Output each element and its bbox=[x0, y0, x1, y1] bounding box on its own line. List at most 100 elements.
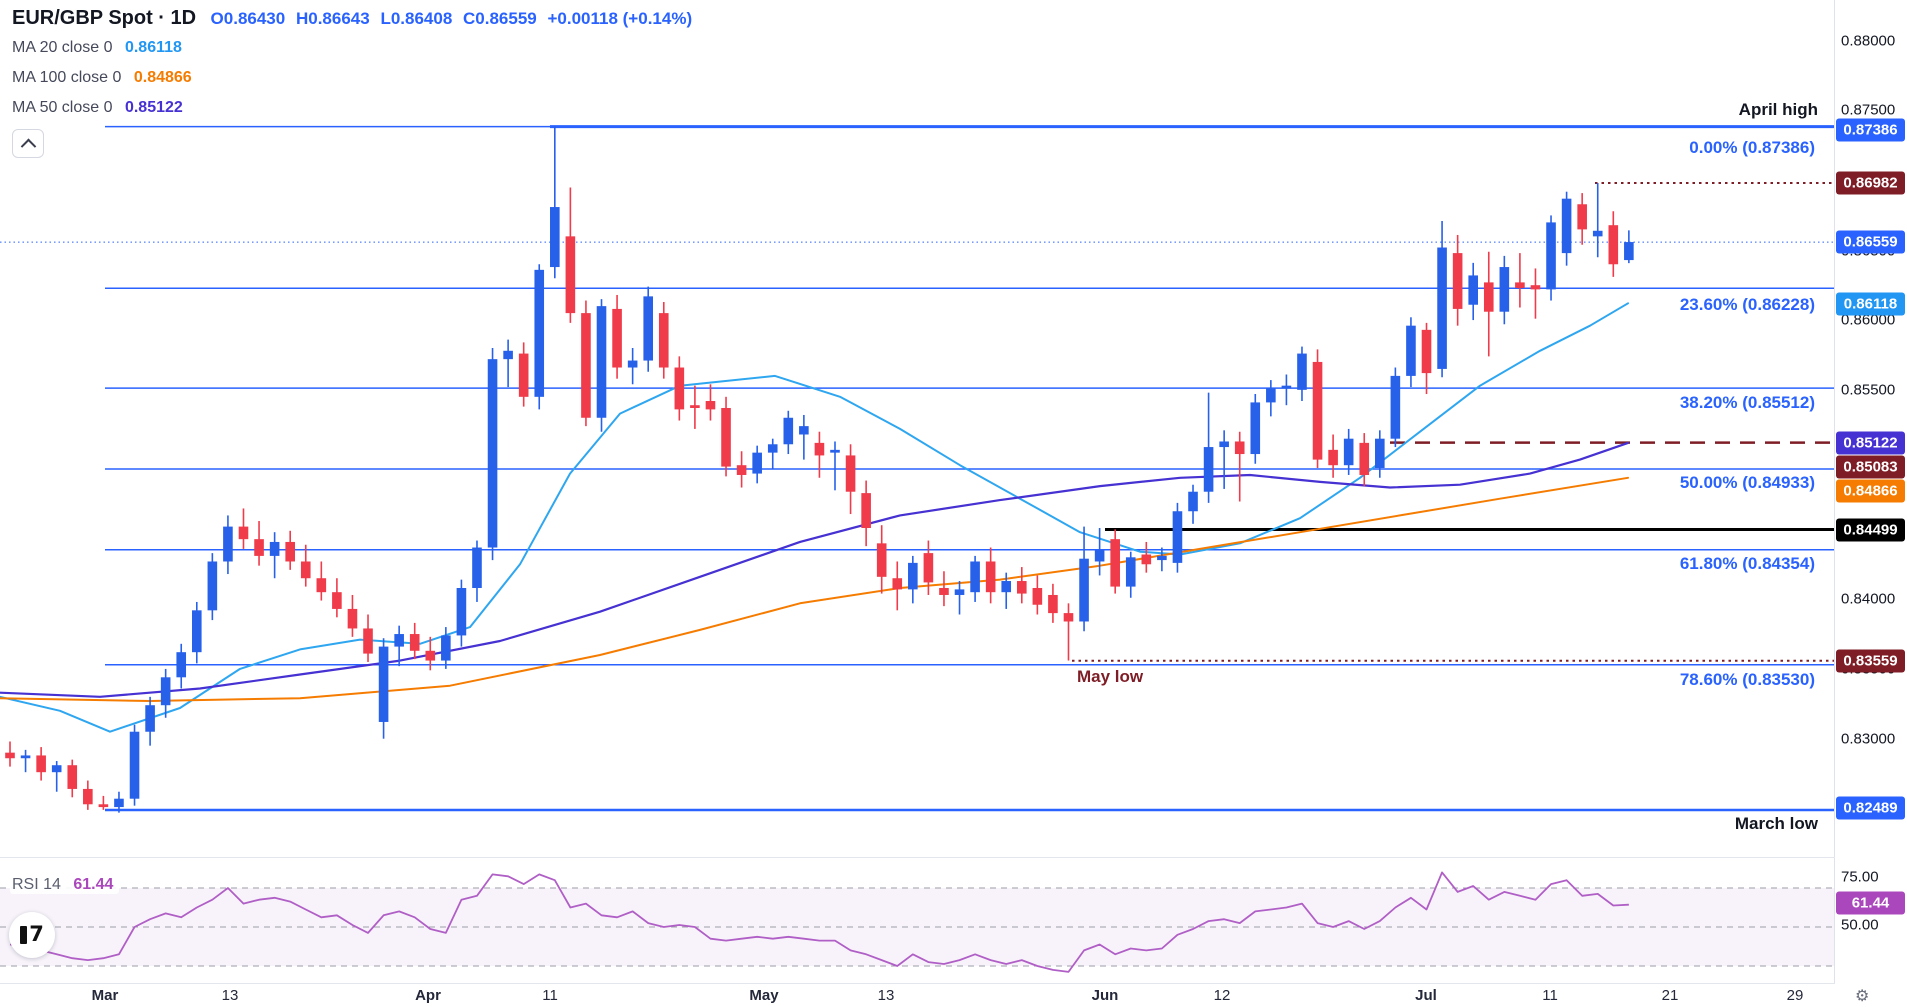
price-badge: 61.44 bbox=[1836, 891, 1905, 915]
price-axis-label: 0.84000 bbox=[1841, 590, 1896, 608]
rsi-pane-separator[interactable] bbox=[0, 857, 1907, 858]
price-axis-label: 0.83000 bbox=[1841, 730, 1896, 748]
candle-body bbox=[1515, 282, 1525, 288]
chart-canvas[interactable] bbox=[0, 0, 1834, 983]
collapse-legend-button[interactable] bbox=[12, 129, 44, 158]
candle-body bbox=[876, 543, 887, 577]
candle-body bbox=[1281, 385, 1292, 389]
tradingview-logo[interactable]: 7 bbox=[9, 912, 55, 958]
candle-body bbox=[332, 592, 342, 609]
candle-body bbox=[736, 465, 747, 475]
candle-body bbox=[752, 452, 762, 474]
candle-body bbox=[1468, 275, 1479, 305]
candle-body bbox=[1250, 402, 1261, 455]
symbol-legend[interactable]: EUR/GBP Spot · 1D O0.86430 H0.86643 L0.8… bbox=[10, 6, 705, 31]
candle-body bbox=[550, 207, 560, 268]
price-badge: 0.85083 bbox=[1836, 455, 1905, 479]
march-low-annotation[interactable]: March low bbox=[1734, 814, 1818, 833]
candle-body bbox=[1343, 438, 1354, 466]
candle-body bbox=[191, 610, 202, 653]
candle-body bbox=[534, 269, 545, 397]
candle-body bbox=[160, 677, 171, 706]
candle-body bbox=[176, 652, 187, 678]
time-tick-29: 29 bbox=[1786, 987, 1804, 1004]
candle-body bbox=[643, 296, 654, 361]
candle-body bbox=[1592, 230, 1603, 237]
candle-body bbox=[1359, 442, 1370, 475]
candle-body bbox=[518, 353, 529, 397]
candle-body bbox=[1234, 441, 1245, 455]
time-tick-apr: Apr bbox=[415, 987, 441, 1004]
candle-body bbox=[1608, 225, 1619, 265]
price-axis-separator[interactable] bbox=[1834, 0, 1835, 1007]
price-badge: 0.82489 bbox=[1836, 796, 1905, 820]
time-tick-11: 11 bbox=[542, 987, 558, 1004]
price-axis[interactable]: 0.880000.875000.865000.860000.855000.840… bbox=[1835, 0, 1907, 1007]
price-axis-label: 0.87500 bbox=[1841, 101, 1896, 119]
candle-body bbox=[1561, 198, 1572, 254]
candle-body bbox=[892, 578, 903, 590]
candle-body bbox=[861, 493, 871, 528]
ma50-line bbox=[0, 441, 1630, 698]
change-value: +0.00118 (+0.14%) bbox=[547, 9, 693, 28]
ma100-legend[interactable]: MA 100 close 0 0.84866 bbox=[10, 68, 198, 88]
candle-body bbox=[425, 650, 436, 661]
candle-body bbox=[1328, 449, 1338, 466]
fib-label: 38.20% (0.85512) bbox=[1679, 393, 1815, 412]
april-high-annotation[interactable]: April high bbox=[1738, 100, 1818, 119]
may-low-annotation[interactable]: May low bbox=[1077, 667, 1144, 686]
tradingview-icon: 7 bbox=[20, 924, 44, 945]
ma50-legend[interactable]: MA 50 close 0 0.85122 bbox=[10, 98, 189, 118]
candle-body bbox=[285, 541, 295, 562]
candle-body bbox=[845, 455, 856, 492]
candle-body bbox=[1530, 285, 1541, 290]
candle-body bbox=[627, 360, 638, 368]
candle-body bbox=[612, 308, 622, 368]
gear-icon[interactable]: ⚙ bbox=[1855, 988, 1870, 1005]
candle-body bbox=[254, 539, 264, 556]
candle-body bbox=[1172, 511, 1183, 563]
candle-body bbox=[1203, 447, 1214, 492]
candle-body bbox=[923, 553, 934, 583]
price-axis-label: 0.86000 bbox=[1841, 311, 1896, 329]
candle-body bbox=[51, 765, 62, 773]
candle-body bbox=[830, 449, 840, 453]
price-axis-label: 0.85500 bbox=[1841, 381, 1896, 399]
ma20-value: 0.86118 bbox=[124, 39, 182, 56]
candle-body bbox=[409, 634, 420, 651]
candle-body bbox=[705, 401, 716, 410]
rsi-legend[interactable]: RSI 14 61.44 bbox=[10, 876, 120, 894]
ma20-legend[interactable]: MA 20 close 0 0.86118 bbox=[10, 38, 188, 58]
candle-body bbox=[954, 589, 965, 595]
candle-body bbox=[581, 313, 591, 418]
rsi-line bbox=[9, 871, 1629, 973]
symbol-title[interactable]: EUR/GBP Spot · 1D bbox=[12, 7, 197, 29]
candle-body bbox=[799, 426, 809, 435]
candle-body bbox=[908, 562, 918, 590]
time-axis[interactable]: Mar 13 Apr 11 May 13 Jun 12 Jul 11 21 29 bbox=[0, 984, 1907, 1007]
fib-label: 23.60% (0.86228) bbox=[1679, 295, 1815, 314]
fib-label: 50.00% (0.84933) bbox=[1679, 473, 1815, 492]
candle-body bbox=[487, 359, 498, 548]
price-axis-label: 0.88000 bbox=[1841, 32, 1896, 50]
ma20-label: MA 20 close 0 bbox=[12, 39, 113, 56]
ohlc-values: O0.86430 H0.86643 L0.86408 C0.86559 +0.0… bbox=[211, 9, 699, 28]
candle-body bbox=[1375, 438, 1385, 468]
candle-body bbox=[1421, 329, 1432, 374]
candle-body bbox=[1219, 441, 1229, 448]
candle-body bbox=[20, 755, 31, 759]
candle-body bbox=[1094, 550, 1105, 562]
candle-body bbox=[1577, 204, 1587, 230]
time-tick-13: 13 bbox=[221, 987, 239, 1004]
candle-body bbox=[472, 547, 482, 588]
candle-body bbox=[1125, 557, 1136, 587]
price-badge: 0.87386 bbox=[1836, 118, 1905, 142]
candle-body bbox=[378, 646, 389, 722]
candle-body bbox=[1141, 554, 1152, 565]
candle-body bbox=[1188, 491, 1198, 512]
candle-body bbox=[1499, 267, 1510, 312]
candle-body bbox=[1437, 247, 1447, 369]
candle-body bbox=[1032, 587, 1043, 605]
price-axis-label: 50.00 bbox=[1841, 916, 1879, 934]
